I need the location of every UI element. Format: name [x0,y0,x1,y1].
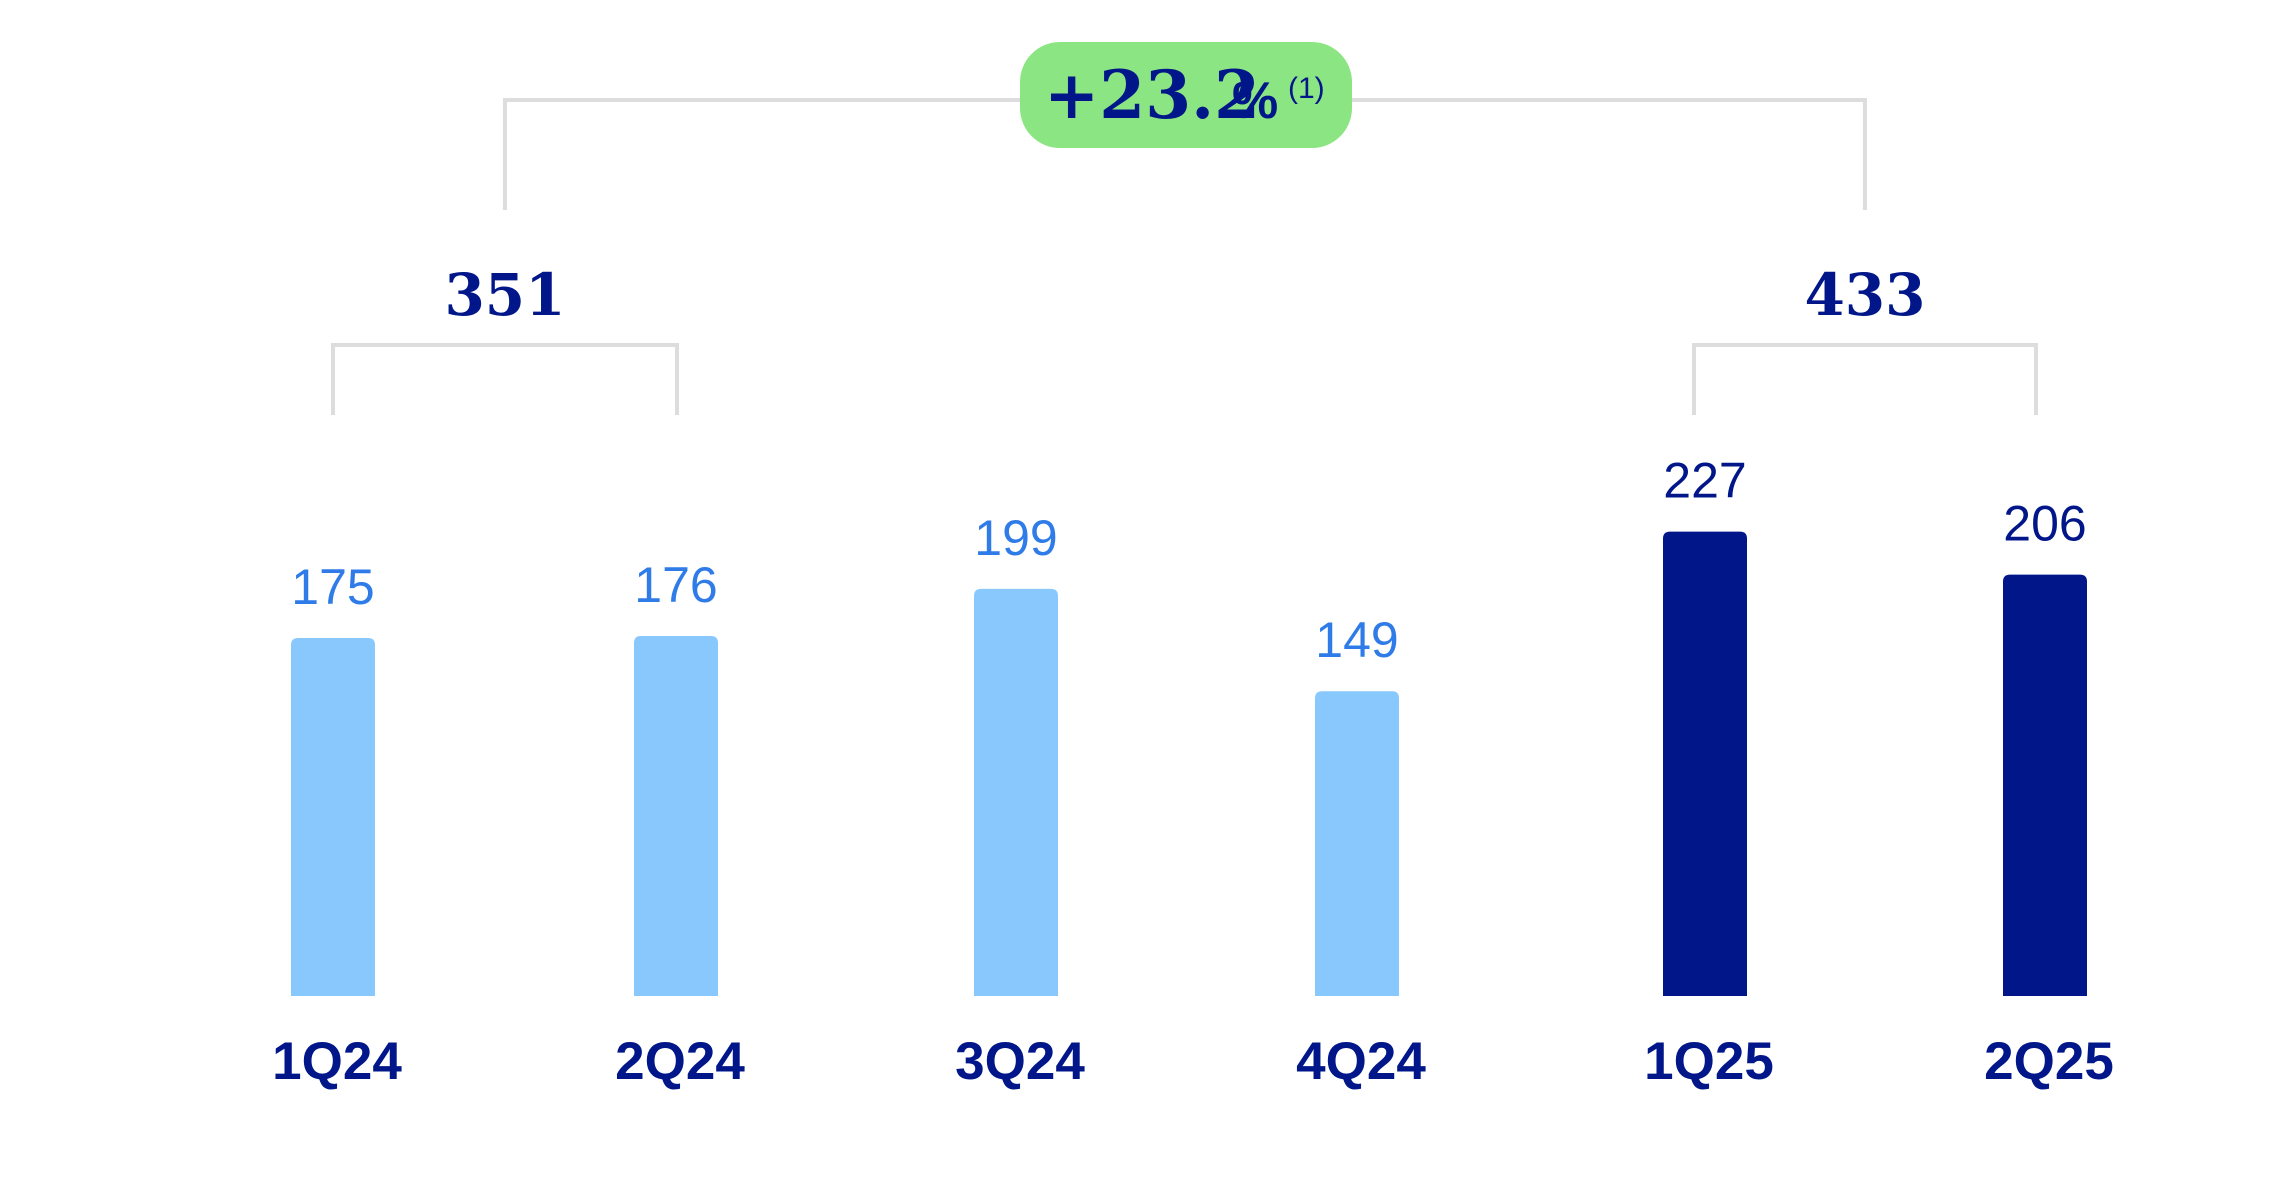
bars [291,531,2087,996]
growth-footnote: (1) [1288,72,1325,105]
bar-2q24 [634,635,718,996]
value-label-4q24: 149 [1315,612,1398,668]
group-bracket-1 [331,343,679,415]
bar-1q25 [1663,531,1747,996]
category-label-1q24: 1Q24 [272,1032,402,1091]
bar-3q24 [974,588,1058,996]
category-label-3q24: 3Q24 [955,1032,1085,1091]
value-label-1q24: 175 [291,559,374,615]
category-label-1q25: 1Q25 [1644,1032,1774,1091]
value-label-2q24: 176 [634,557,717,613]
growth-badge-background [1020,42,1352,148]
group-total-2: 433 [1804,261,1925,329]
value-label-2q25: 206 [2003,496,2086,552]
category-label-2q25: 2Q25 [1984,1032,2114,1091]
category-labels: 1Q24 2Q24 3Q24 4Q24 1Q25 2Q25 [272,1032,2114,1091]
value-label-1q25: 227 [1663,453,1746,509]
category-label-2q24: 2Q24 [615,1032,745,1091]
value-label-3q24: 199 [974,510,1057,566]
group-totals: 351 433 [444,261,1925,329]
group-bracket-2 [1692,343,2038,415]
growth-value: +23.2 [1044,56,1260,134]
value-labels: 175 176 199 149 227 206 [291,453,2086,669]
bar-4q24 [1315,691,1399,996]
growth-unit: % [1232,72,1278,130]
growth-badge: +23.2% (1) [1020,42,1352,148]
group-total-1: 351 [444,261,565,329]
bar-2q25 [2003,574,2087,996]
bar-1q24 [291,638,375,996]
category-label-4q24: 4Q24 [1296,1032,1426,1091]
